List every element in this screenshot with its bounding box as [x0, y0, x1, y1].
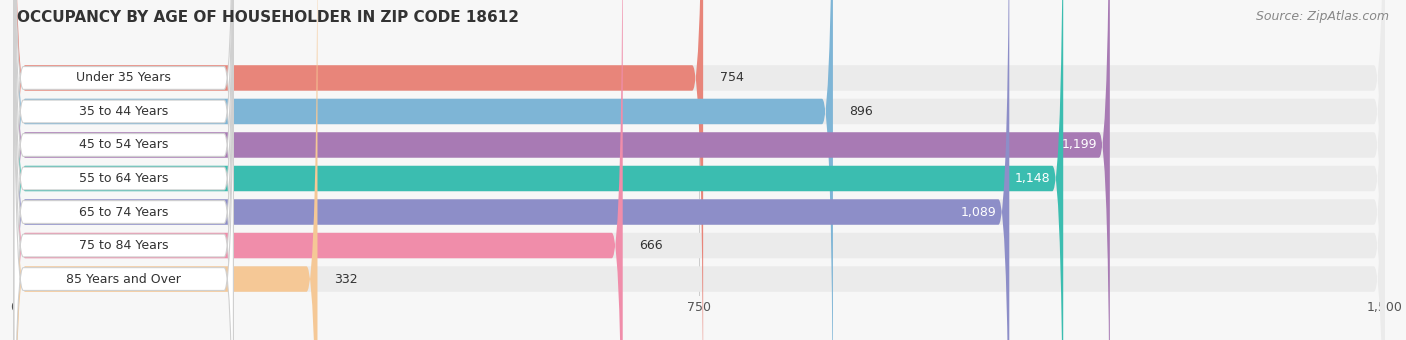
- FancyBboxPatch shape: [14, 0, 233, 340]
- Text: 1,199: 1,199: [1062, 138, 1097, 152]
- Text: 35 to 44 Years: 35 to 44 Years: [79, 105, 169, 118]
- FancyBboxPatch shape: [14, 0, 233, 340]
- FancyBboxPatch shape: [14, 0, 623, 340]
- Text: 65 to 74 Years: 65 to 74 Years: [79, 205, 169, 219]
- Text: Source: ZipAtlas.com: Source: ZipAtlas.com: [1256, 10, 1389, 23]
- FancyBboxPatch shape: [14, 0, 832, 340]
- Text: 75 to 84 Years: 75 to 84 Years: [79, 239, 169, 252]
- Text: 1,148: 1,148: [1015, 172, 1050, 185]
- FancyBboxPatch shape: [14, 0, 1385, 340]
- FancyBboxPatch shape: [14, 0, 1010, 340]
- Text: 754: 754: [720, 71, 744, 84]
- Text: 45 to 54 Years: 45 to 54 Years: [79, 138, 169, 152]
- Text: OCCUPANCY BY AGE OF HOUSEHOLDER IN ZIP CODE 18612: OCCUPANCY BY AGE OF HOUSEHOLDER IN ZIP C…: [17, 10, 519, 25]
- Text: 666: 666: [640, 239, 662, 252]
- Text: Under 35 Years: Under 35 Years: [76, 71, 172, 84]
- Text: 55 to 64 Years: 55 to 64 Years: [79, 172, 169, 185]
- FancyBboxPatch shape: [14, 0, 1109, 340]
- Text: 85 Years and Over: 85 Years and Over: [66, 273, 181, 286]
- FancyBboxPatch shape: [14, 0, 233, 340]
- FancyBboxPatch shape: [14, 0, 233, 340]
- FancyBboxPatch shape: [14, 0, 1385, 340]
- FancyBboxPatch shape: [14, 0, 1385, 340]
- FancyBboxPatch shape: [14, 0, 1385, 340]
- FancyBboxPatch shape: [14, 0, 233, 340]
- FancyBboxPatch shape: [14, 0, 1385, 340]
- FancyBboxPatch shape: [14, 0, 318, 340]
- FancyBboxPatch shape: [14, 0, 1063, 340]
- FancyBboxPatch shape: [14, 0, 1385, 340]
- Text: 332: 332: [335, 273, 357, 286]
- FancyBboxPatch shape: [14, 0, 703, 340]
- FancyBboxPatch shape: [14, 0, 1385, 340]
- Text: 1,089: 1,089: [960, 205, 997, 219]
- Text: 896: 896: [849, 105, 873, 118]
- FancyBboxPatch shape: [14, 0, 233, 340]
- FancyBboxPatch shape: [14, 0, 233, 340]
